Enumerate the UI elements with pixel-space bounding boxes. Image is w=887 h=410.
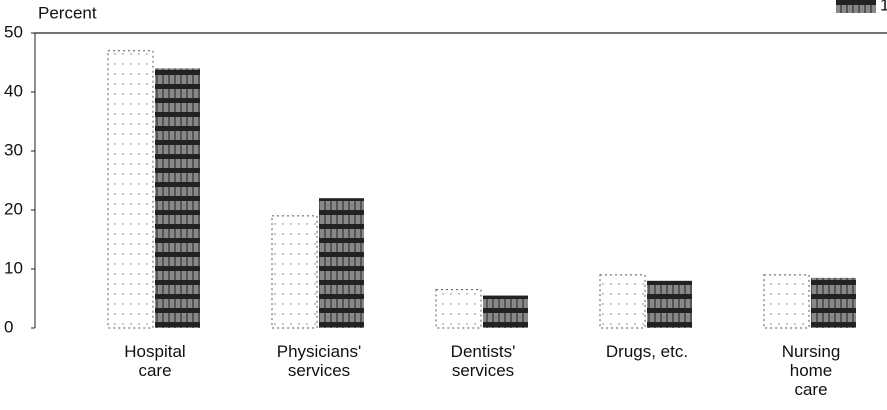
bar (319, 198, 364, 328)
y-tick-label: 40 (4, 81, 23, 100)
y-tick-label: 20 (4, 199, 23, 218)
bar (811, 277, 856, 328)
bar (271, 215, 318, 329)
bar (647, 280, 692, 328)
bar (107, 50, 154, 329)
y-tick-label: 0 (4, 317, 13, 336)
x-tick-label: Nursing home care (781, 342, 841, 399)
bar (435, 289, 482, 329)
legend-swatch (836, 0, 876, 13)
bar (155, 68, 200, 329)
bar (763, 274, 810, 329)
x-tick-label: Drugs, etc. (605, 342, 689, 361)
x-tick-label: Dentists' services (450, 342, 516, 380)
x-tick-label: Hospital care (124, 342, 186, 380)
legend-label: 1989 (880, 0, 887, 14)
y-tick-label: 10 (4, 258, 23, 277)
bar (483, 295, 528, 328)
y-tick-label: 50 (4, 22, 23, 41)
y-tick-label: 30 (4, 140, 23, 159)
bar (599, 274, 646, 329)
x-tick-label: Physicians' services (276, 342, 362, 380)
y-axis-label: Percent (38, 3, 97, 22)
